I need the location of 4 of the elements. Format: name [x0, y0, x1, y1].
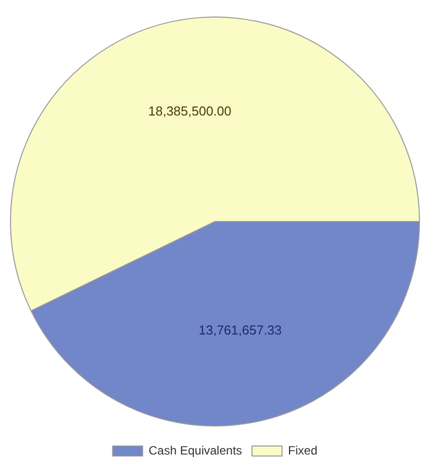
data-label: 18,385,500.00 — [148, 103, 232, 118]
legend-label: Fixed — [288, 443, 318, 458]
legend-label: Cash Equivalents — [148, 443, 242, 458]
data-label: 13,761,657.33 — [198, 322, 282, 338]
